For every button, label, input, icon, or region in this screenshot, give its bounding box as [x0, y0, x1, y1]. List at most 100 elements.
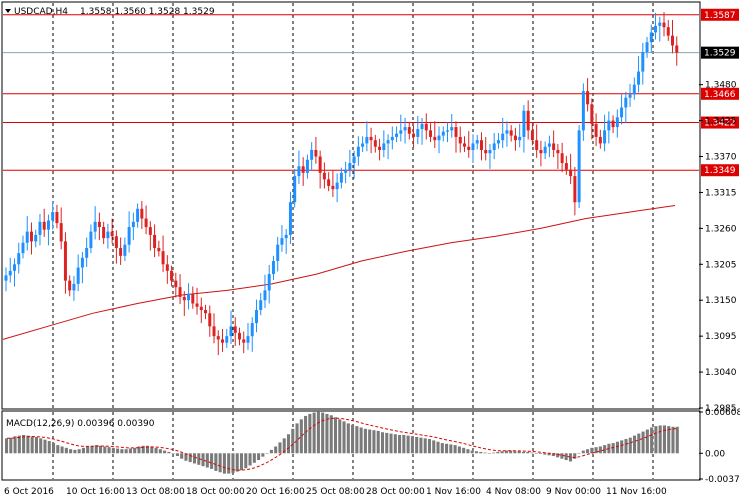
macd-bar [543, 453, 547, 455]
y-tick-label: 1.3480 [705, 81, 737, 91]
x-tick-label: 10 Oct 16:00 [66, 487, 125, 497]
candle-body [106, 231, 110, 239]
x-tick-label: 4 Nov 08:00 [486, 487, 541, 497]
macd-bar [282, 438, 286, 454]
macd-bar [94, 445, 98, 454]
candle-body [331, 185, 335, 190]
macd-bar [180, 453, 184, 459]
level-price-box [701, 164, 739, 177]
candle-body [310, 149, 314, 160]
macd-bar [201, 453, 205, 467]
macd-bar [427, 439, 432, 454]
macd-bar [654, 426, 658, 454]
macd-y-tick-label: 0.00608 [705, 408, 740, 418]
macd-bar [624, 439, 628, 454]
candle-body [25, 231, 29, 243]
candle-body [429, 130, 433, 137]
candle-body [237, 332, 241, 340]
macd-bar [5, 438, 9, 454]
macd-y-tick-label: -0.00379 [705, 475, 740, 485]
candle-body [254, 310, 258, 324]
macd-bar [103, 446, 107, 454]
x-tick-label: 6 Oct 2016 [4, 487, 54, 497]
macd-bar [432, 440, 436, 454]
candle-body [509, 130, 513, 136]
macd-bar [415, 436, 419, 454]
macd-bar [244, 453, 248, 469]
candle-body [284, 234, 288, 239]
candle-body [390, 136, 394, 141]
dropdown-triangle-icon[interactable] [5, 9, 11, 13]
macd-bar [98, 445, 103, 454]
macd-bar [111, 447, 115, 454]
candle-body [208, 313, 212, 327]
candle-body [102, 227, 106, 239]
candle-body [114, 236, 118, 248]
macd-bar [445, 443, 449, 454]
candle-body [212, 326, 216, 337]
candle-body [161, 251, 165, 265]
candle-body [34, 234, 38, 242]
candle-body [89, 231, 93, 248]
current-price-box [701, 46, 739, 59]
candle-body [462, 143, 466, 147]
y-tick-label: 1.3040 [705, 368, 737, 378]
macd-bar [333, 417, 338, 454]
candle-body [603, 130, 607, 144]
macd-bar [667, 426, 671, 454]
macd-bar [47, 441, 51, 454]
candles [4, 12, 679, 356]
candle-body [4, 275, 8, 281]
x-tick-label: 28 Oct 00:00 [366, 487, 425, 497]
macd-bar [419, 437, 423, 454]
candle-body [530, 130, 534, 141]
macd-bar [577, 453, 581, 454]
macd-bar [539, 453, 543, 454]
candle-body [63, 241, 67, 281]
candle-body [242, 339, 246, 343]
macd-bar [175, 453, 179, 456]
candle-body [412, 133, 416, 137]
candle-body [297, 166, 301, 177]
candle-body [361, 143, 365, 147]
candle-body [675, 45, 679, 53]
macd-bar [372, 430, 376, 454]
candle-body [535, 140, 539, 150]
macd-bar [509, 450, 513, 454]
macd-bar [436, 441, 440, 454]
macd-bar [274, 446, 278, 454]
macd-bar [154, 447, 158, 454]
time-axis: 6 Oct 2016 10 Oct 16:00 13 Oct 08:00 18 Oct… [4, 487, 667, 497]
candle-body [407, 127, 411, 134]
macd-bar [304, 415, 308, 454]
candle-body [658, 22, 662, 26]
candle-body [666, 27, 670, 36]
candle-body [271, 261, 275, 275]
macd-bar [534, 453, 538, 454]
macd-bar [214, 453, 218, 471]
candle-body [543, 146, 547, 154]
macd-bar [355, 426, 359, 454]
macd-bar [329, 415, 333, 454]
candle-body [344, 169, 348, 173]
macd-bar [227, 453, 231, 474]
candle-body [136, 208, 140, 222]
candle-body [611, 120, 615, 128]
macd-bar [116, 448, 120, 454]
macd-bar [299, 419, 303, 454]
macd-bar [133, 447, 137, 454]
candle-body [182, 296, 186, 301]
candle-body [624, 97, 628, 108]
macd-bar [470, 450, 474, 454]
chart-symbol: USDCAD,H4 [14, 7, 68, 17]
macd-bar [462, 447, 466, 454]
x-tick-label: 9 Nov 00:00 [546, 487, 601, 497]
macd-bar [321, 412, 325, 454]
candle-body [267, 274, 271, 291]
macd-bar [551, 453, 555, 456]
candle-body [505, 130, 509, 134]
macd-bar [564, 453, 568, 461]
candle-body [378, 146, 382, 150]
